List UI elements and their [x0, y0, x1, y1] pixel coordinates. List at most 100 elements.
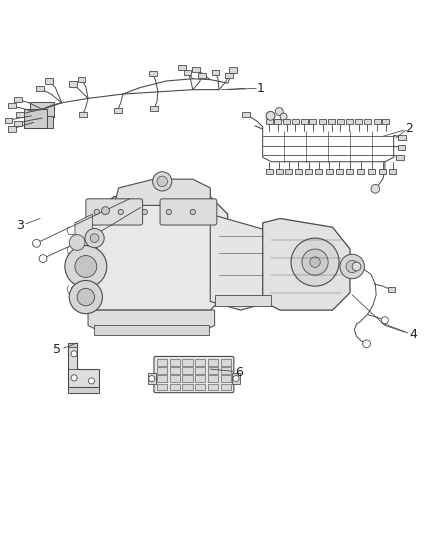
Text: 5: 5 [53, 343, 61, 356]
Circle shape [381, 317, 389, 324]
Circle shape [266, 111, 275, 120]
FancyBboxPatch shape [198, 72, 206, 78]
FancyBboxPatch shape [336, 169, 343, 174]
Polygon shape [68, 386, 99, 393]
FancyBboxPatch shape [149, 71, 156, 76]
FancyBboxPatch shape [212, 70, 219, 75]
FancyBboxPatch shape [208, 367, 218, 374]
FancyBboxPatch shape [221, 384, 231, 390]
FancyBboxPatch shape [388, 287, 396, 292]
Circle shape [85, 229, 104, 248]
FancyBboxPatch shape [8, 103, 15, 108]
Circle shape [71, 375, 77, 381]
FancyBboxPatch shape [374, 119, 381, 124]
FancyBboxPatch shape [184, 70, 191, 75]
FancyBboxPatch shape [283, 119, 290, 124]
FancyBboxPatch shape [325, 169, 332, 174]
Polygon shape [88, 310, 215, 330]
FancyBboxPatch shape [328, 119, 335, 124]
FancyBboxPatch shape [346, 169, 353, 174]
FancyBboxPatch shape [399, 135, 406, 140]
FancyBboxPatch shape [221, 375, 231, 382]
FancyBboxPatch shape [114, 108, 122, 113]
Polygon shape [232, 373, 240, 384]
FancyBboxPatch shape [32, 116, 53, 128]
Circle shape [75, 256, 97, 277]
FancyBboxPatch shape [368, 169, 375, 174]
FancyBboxPatch shape [170, 359, 180, 366]
FancyBboxPatch shape [14, 97, 22, 102]
Circle shape [266, 111, 275, 120]
Circle shape [157, 176, 167, 187]
FancyBboxPatch shape [319, 119, 326, 124]
FancyBboxPatch shape [86, 199, 143, 225]
FancyBboxPatch shape [30, 102, 54, 117]
Circle shape [65, 246, 107, 287]
FancyBboxPatch shape [305, 169, 312, 174]
FancyBboxPatch shape [36, 86, 44, 91]
Circle shape [371, 184, 380, 193]
FancyBboxPatch shape [14, 120, 22, 126]
FancyBboxPatch shape [183, 384, 193, 390]
Circle shape [280, 113, 287, 120]
Circle shape [32, 239, 40, 247]
FancyBboxPatch shape [160, 199, 217, 225]
Circle shape [190, 209, 195, 215]
FancyBboxPatch shape [379, 169, 386, 174]
FancyBboxPatch shape [178, 65, 186, 70]
FancyBboxPatch shape [300, 119, 307, 124]
Circle shape [118, 209, 124, 215]
FancyBboxPatch shape [309, 119, 316, 124]
FancyBboxPatch shape [183, 359, 193, 366]
Circle shape [233, 376, 239, 382]
FancyBboxPatch shape [195, 359, 205, 366]
Text: 3: 3 [16, 219, 24, 231]
Circle shape [149, 376, 155, 382]
Text: 2: 2 [405, 123, 413, 135]
FancyBboxPatch shape [357, 169, 364, 174]
FancyBboxPatch shape [242, 112, 250, 117]
Text: 1: 1 [257, 82, 265, 95]
Circle shape [302, 249, 328, 275]
FancyBboxPatch shape [157, 384, 167, 390]
FancyBboxPatch shape [225, 72, 233, 78]
FancyBboxPatch shape [5, 118, 12, 123]
FancyBboxPatch shape [208, 375, 218, 382]
Circle shape [102, 207, 110, 215]
Polygon shape [210, 214, 272, 310]
Circle shape [152, 172, 172, 191]
FancyBboxPatch shape [157, 359, 167, 366]
Circle shape [276, 108, 283, 116]
FancyBboxPatch shape [183, 367, 193, 374]
FancyBboxPatch shape [364, 119, 371, 124]
Circle shape [340, 254, 364, 279]
Circle shape [77, 288, 95, 306]
FancyBboxPatch shape [24, 109, 47, 128]
FancyBboxPatch shape [266, 169, 273, 174]
Circle shape [291, 238, 339, 286]
FancyBboxPatch shape [157, 375, 167, 382]
Circle shape [90, 234, 99, 243]
FancyBboxPatch shape [398, 144, 406, 150]
Polygon shape [68, 343, 77, 348]
FancyBboxPatch shape [275, 119, 282, 124]
Circle shape [88, 378, 95, 384]
Circle shape [310, 257, 320, 268]
Circle shape [363, 340, 371, 348]
Polygon shape [263, 219, 350, 310]
FancyBboxPatch shape [183, 375, 193, 382]
FancyBboxPatch shape [195, 375, 205, 382]
FancyBboxPatch shape [150, 106, 158, 111]
Circle shape [71, 351, 77, 357]
Circle shape [346, 261, 358, 272]
FancyBboxPatch shape [71, 287, 96, 305]
Polygon shape [215, 295, 272, 306]
FancyBboxPatch shape [170, 375, 180, 382]
FancyBboxPatch shape [78, 77, 85, 82]
FancyBboxPatch shape [208, 359, 218, 366]
FancyBboxPatch shape [337, 119, 344, 124]
FancyBboxPatch shape [8, 126, 15, 132]
Circle shape [94, 209, 99, 215]
Polygon shape [75, 214, 92, 293]
Circle shape [69, 235, 85, 251]
